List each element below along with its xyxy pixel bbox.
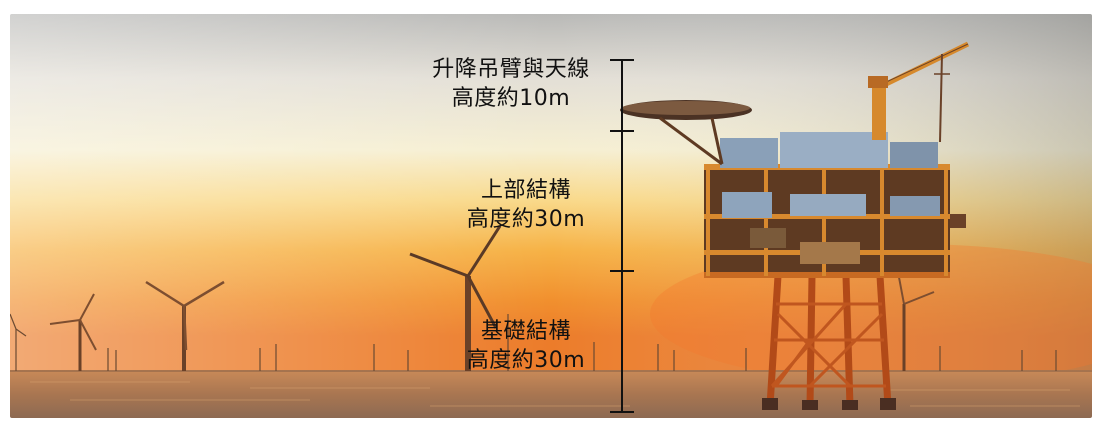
- wind-turbines: [49, 225, 935, 371]
- distant-wind-turbines: [10, 313, 1057, 371]
- topside-label: 上部結構: [480, 178, 571, 203]
- offshore-scene: [10, 14, 1092, 418]
- foundation-height: 高度約30m: [466, 348, 586, 373]
- foundation-label: 基礎結構: [480, 319, 571, 344]
- offshore-platform: [620, 41, 970, 410]
- height-scale-bar: [610, 59, 634, 413]
- crane-antenna-height-label: 升降吊臂與天線 高度約10m: [406, 55, 616, 113]
- crane-antenna-label: 升降吊臂與天線: [432, 57, 590, 82]
- crane-antenna-height: 高度約10m: [451, 86, 571, 111]
- offshore-photo: [10, 14, 1092, 418]
- foundation-height-label: 基礎結構 高度約30m: [446, 317, 606, 375]
- sunset-glow: [650, 244, 1092, 384]
- sea: [10, 370, 1092, 418]
- topside-height: 高度約30m: [466, 207, 586, 232]
- topside-height-label: 上部結構 高度約30m: [446, 176, 606, 234]
